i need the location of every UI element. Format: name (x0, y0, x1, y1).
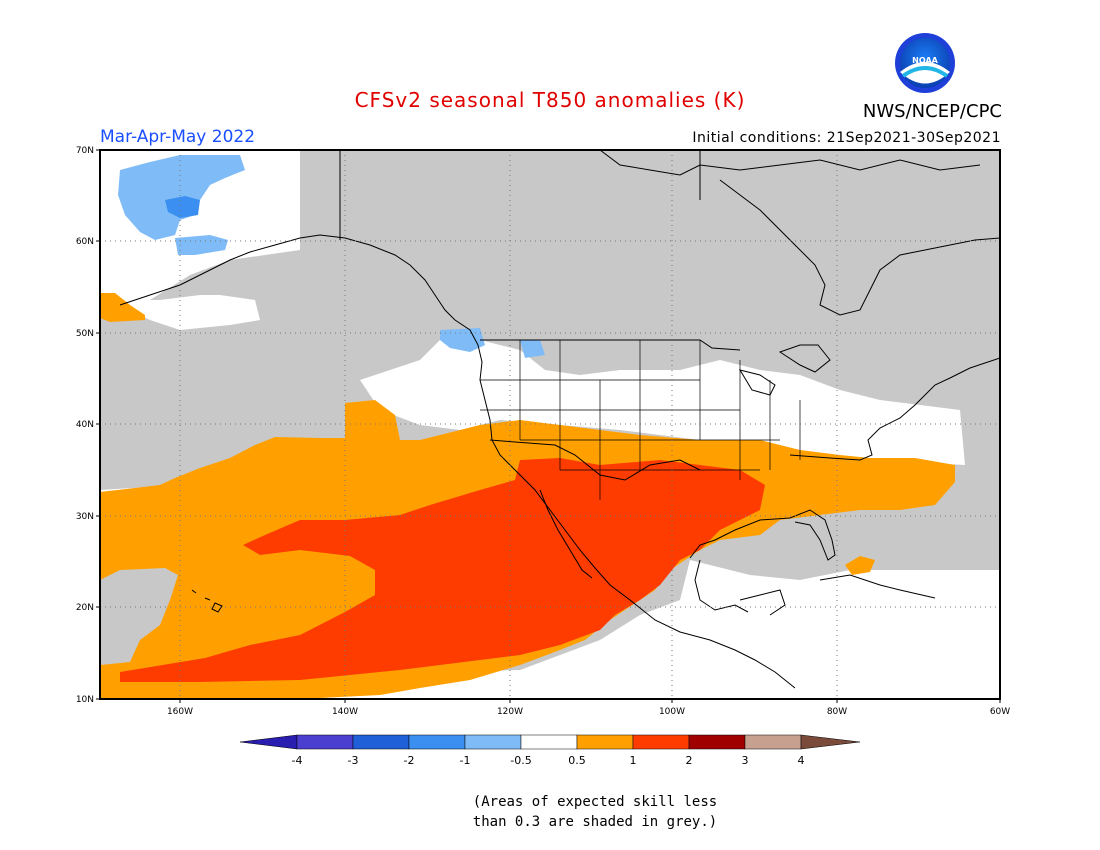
colorbar-tick-label: 1 (630, 754, 637, 767)
noaa-logo: NOAA (895, 33, 955, 93)
colorbar-legend (239, 734, 861, 750)
colorbar-box (744, 734, 802, 750)
lat-label: 50N (76, 329, 94, 339)
colorbar-tick-label: -2 (404, 754, 415, 767)
lon-label: 140W (332, 707, 358, 717)
initial-conditions-label: Initial conditions: 21Sep2021-30Sep2021 (692, 130, 1001, 146)
colorbar-left-arrow (239, 734, 298, 750)
colorbar-box (576, 734, 634, 750)
lat-label: 70N (76, 146, 94, 156)
season-label: Mar-Apr-May 2022 (100, 127, 256, 147)
colorbar-tick-label: -3 (348, 754, 359, 767)
colorbar-tick-label: 4 (798, 754, 805, 767)
colorbar-tick-label: -4 (292, 754, 303, 767)
colorbar-labels: -4 -3 -2 -1 -0.5 0.5 1 2 3 4 (292, 754, 805, 767)
colorbar-box (296, 734, 354, 750)
colorbar-box (520, 734, 578, 750)
footnote-line1: (Areas of expected skill less (473, 794, 717, 810)
map-title: CFSv2 seasonal T850 anomalies (K) (354, 88, 746, 112)
org-label: NWS/NCEP/CPC (862, 101, 1002, 122)
lat-label: 30N (76, 512, 94, 522)
lon-label: 160W (167, 707, 193, 717)
colorbar-box (408, 734, 466, 750)
colorbar-right-arrow (800, 734, 861, 750)
lon-label: 60W (990, 707, 1010, 717)
colorbar-tick-label: -0.5 (510, 754, 531, 767)
lat-label: 40N (76, 420, 94, 430)
warm-anomaly-1-2 (120, 458, 765, 682)
footnote-line2: than 0.3 are shaded in grey.) (473, 814, 717, 830)
longitude-labels: 160W 140W 120W 100W 80W 60W (167, 707, 1010, 717)
latitude-labels: 70N 60N 50N 40N 30N 20N 10N (76, 146, 94, 705)
colorbar-tick-label: 2 (686, 754, 693, 767)
colorbar-box (632, 734, 690, 750)
lon-label: 120W (497, 707, 523, 717)
lat-label: 10N (76, 695, 94, 705)
political-borders (480, 340, 801, 500)
graticule (100, 150, 1000, 699)
colorbar-tick-label: 3 (742, 754, 749, 767)
logo-text: NOAA (912, 56, 938, 65)
colorbar-box (352, 734, 410, 750)
colorbar-box (464, 734, 522, 750)
colorbar-box (688, 734, 746, 750)
lon-label: 80W (827, 707, 847, 717)
axis-ticks (96, 149, 1001, 703)
lat-label: 20N (76, 603, 94, 613)
colorbar-tick-label: 0.5 (568, 754, 586, 767)
lon-label: 100W (659, 707, 685, 717)
colorbar-tick-label: -1 (460, 754, 471, 767)
cool-anomaly-regions (118, 155, 545, 358)
hawaii-islands (191, 589, 223, 613)
lat-label: 60N (76, 237, 94, 247)
